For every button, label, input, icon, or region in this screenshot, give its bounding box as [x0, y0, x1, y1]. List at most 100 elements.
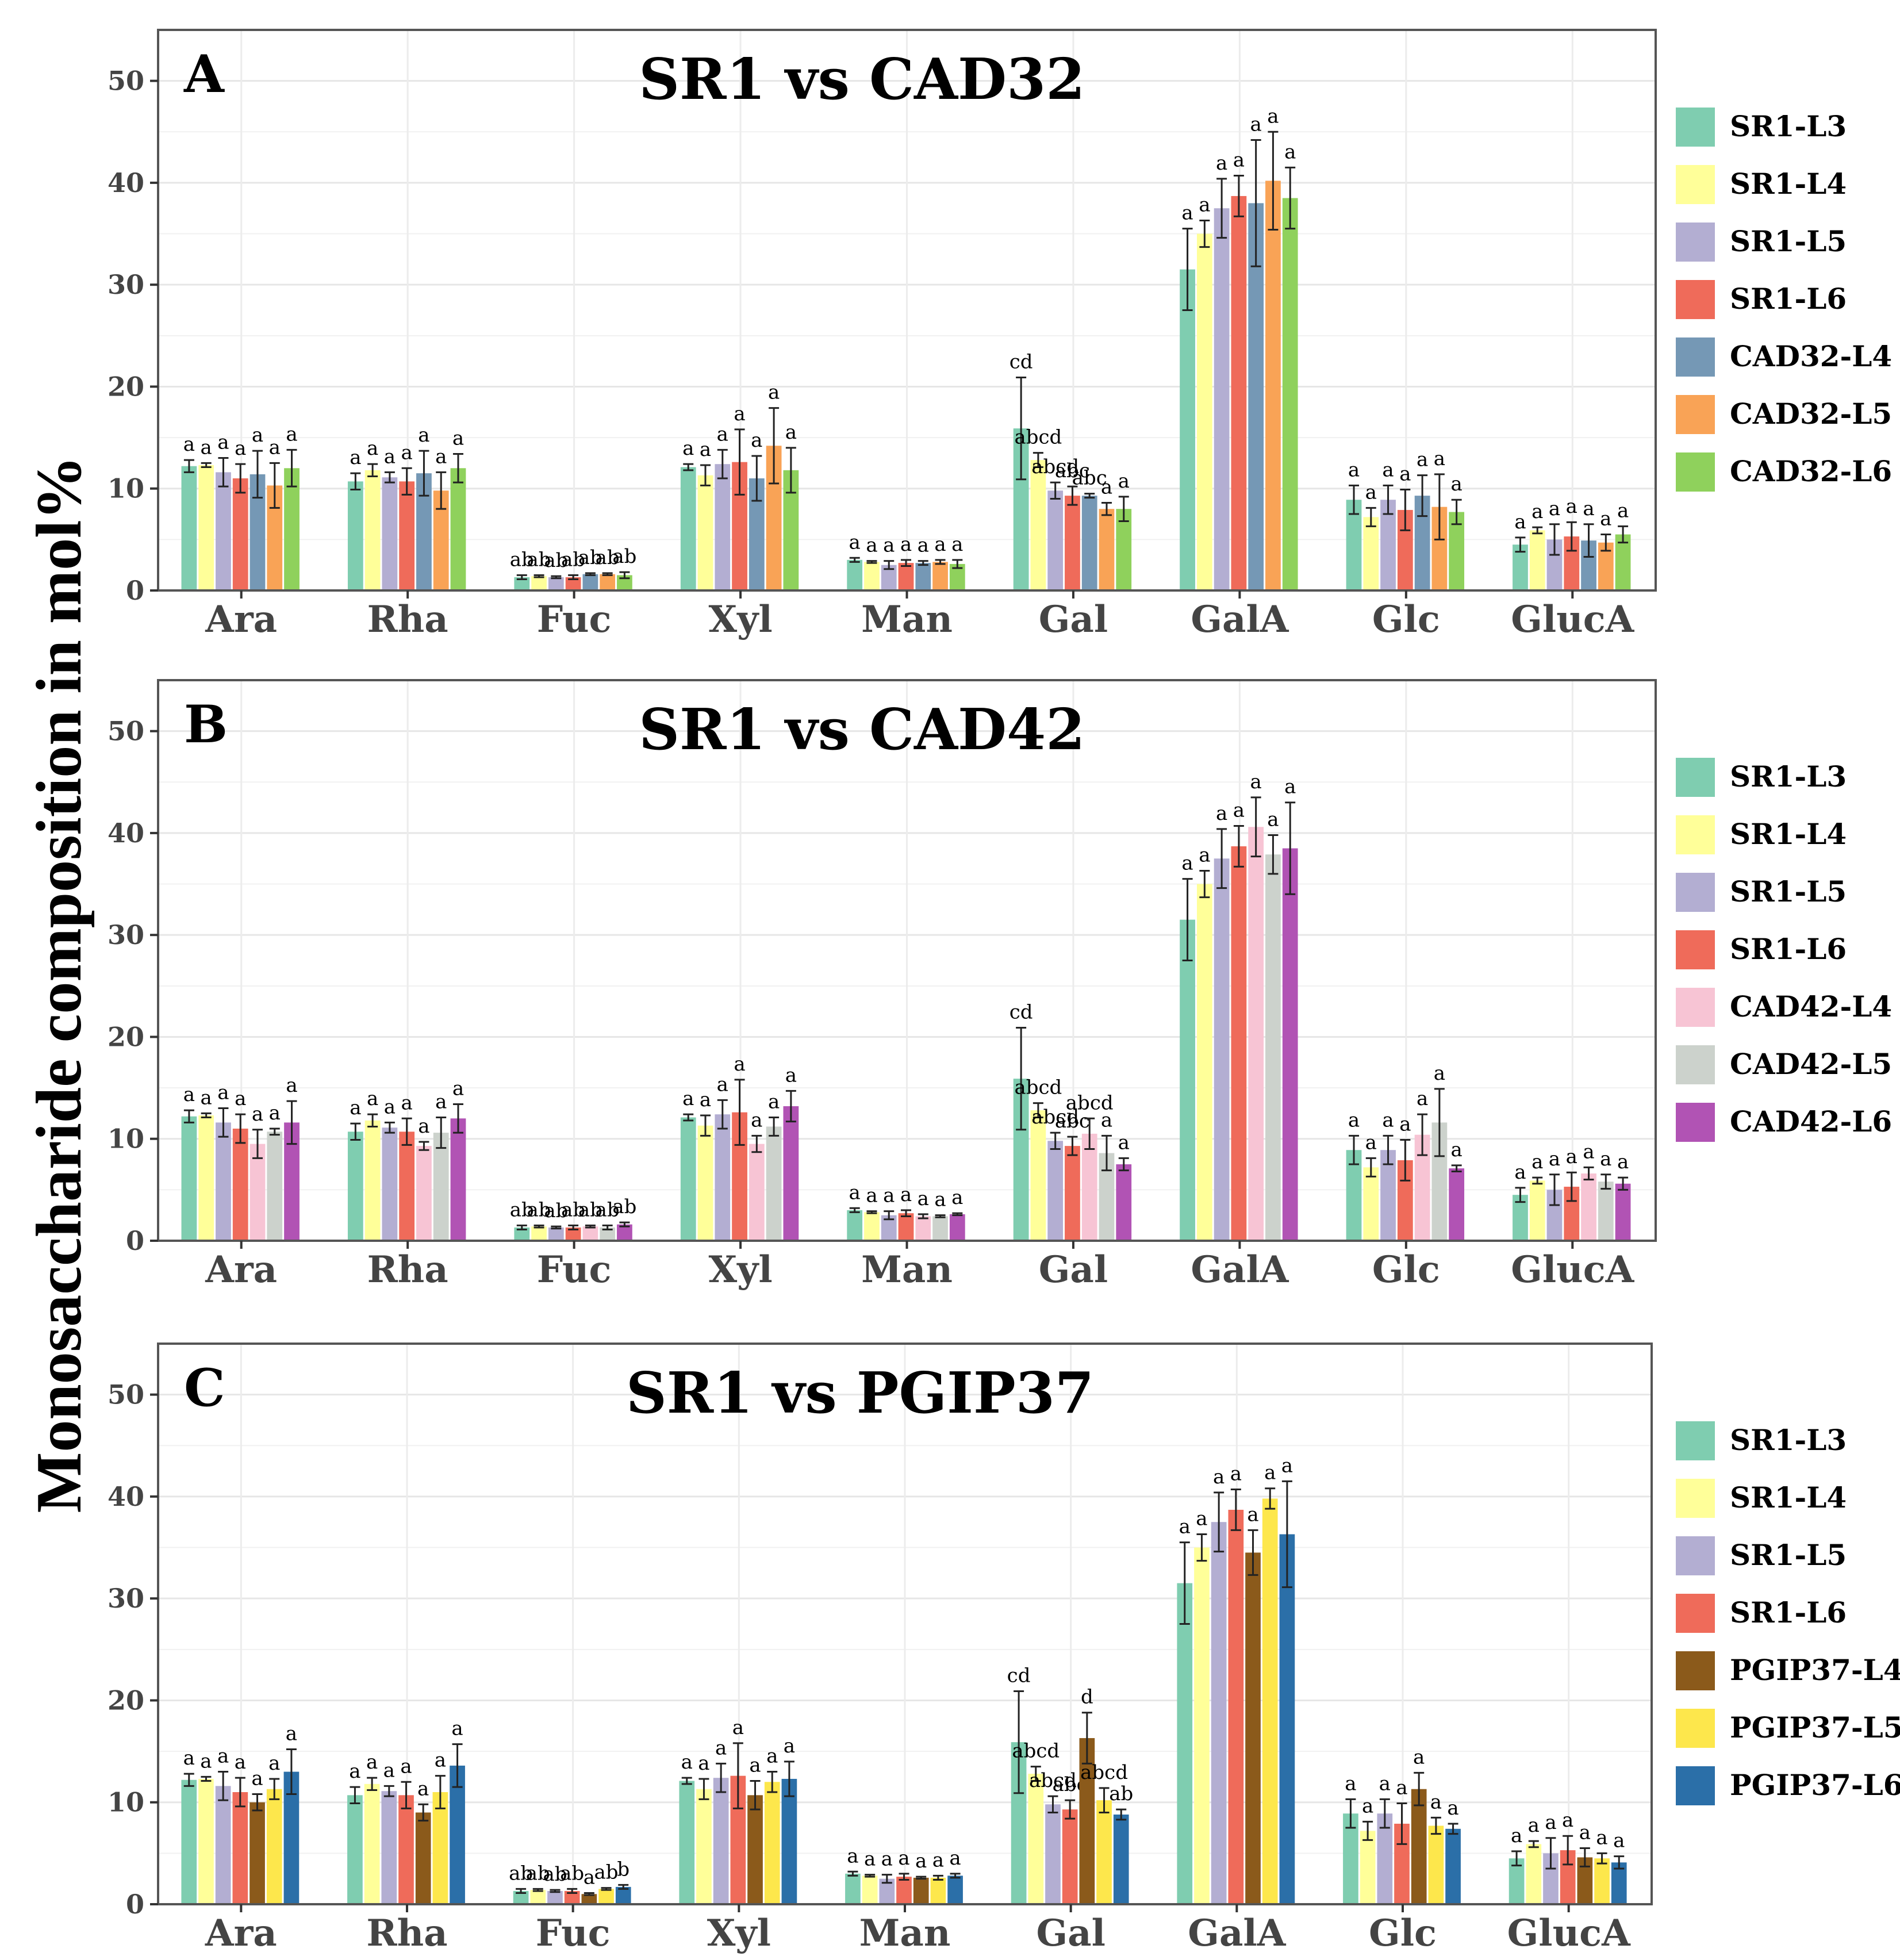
legend-swatch-SR1-L6 — [1676, 930, 1715, 969]
significance-letter: a — [1549, 1148, 1560, 1171]
legend-swatch-SR1-L5 — [1676, 223, 1715, 262]
legend-swatch-SR1-L4 — [1676, 815, 1715, 854]
significance-letter: a — [1583, 497, 1594, 520]
significance-letter: a — [1247, 1503, 1258, 1526]
significance-letter: a — [183, 433, 195, 456]
bar-SR1-L4-Gal — [1030, 460, 1046, 590]
bar-SR1-L3-Man — [845, 1873, 861, 1904]
legend-swatch-CAD32-L4 — [1676, 337, 1715, 377]
y-tick-label: 0 — [126, 1889, 144, 1920]
bar-CAD42-L6-Glc — [1449, 1168, 1465, 1241]
bar-PGIP37-L6-Xyl — [781, 1778, 797, 1904]
bar-SR1-L4-Xyl — [697, 475, 713, 590]
bar-CAD32-L5-Gal — [1099, 509, 1115, 590]
bar-SR1-L5-Fuc — [548, 1227, 564, 1241]
bar-SR1-L3-Fuc — [514, 577, 530, 590]
bar-CAD42-L5-Ara — [267, 1131, 283, 1241]
significance-letter: a — [350, 1096, 361, 1119]
significance-letter: a — [1216, 802, 1227, 825]
significance-letter: ab — [578, 1198, 602, 1221]
bar-SR1-L4-Glc — [1363, 517, 1379, 590]
significance-letter: a — [401, 1091, 413, 1114]
significance-letter: a — [1284, 140, 1296, 163]
bar-CAD42-L6-GlucA — [1615, 1183, 1631, 1241]
bar-CAD32-L4-Gal — [1081, 496, 1097, 590]
bar-SR1-L6-Gal — [1065, 1146, 1080, 1241]
bar-SR1-L5-GalA — [1214, 858, 1230, 1241]
significance-letter: a — [1250, 770, 1262, 793]
significance-letter: ab — [526, 1862, 550, 1885]
legend-swatch-SR1-L3 — [1676, 108, 1715, 147]
bar-SR1-L4-Ara — [198, 465, 214, 590]
legend-swatch-CAD32-L6 — [1676, 452, 1715, 492]
significance-letter: a — [350, 446, 361, 469]
bar-PGIP37-L5-Fuc — [598, 1889, 614, 1904]
bar-CAD32-L4-Man — [915, 563, 931, 590]
significance-letter: abcd — [1080, 1761, 1128, 1784]
significance-letter: ab — [561, 548, 585, 571]
bar-PGIP37-L5-Gal — [1096, 1800, 1112, 1904]
significance-letter: a — [1417, 1087, 1428, 1110]
significance-letter: a — [435, 445, 447, 468]
significance-letter: a — [235, 1087, 246, 1110]
panel-title: SR1 vs PGIP37 — [626, 1360, 1094, 1426]
y-axis-label: Monosaccharide composition in mol% — [24, 456, 95, 1513]
significance-letter: a — [768, 1091, 780, 1114]
significance-letter: a — [698, 1752, 709, 1775]
bar-SR1-L4-Gal — [1028, 1774, 1044, 1904]
significance-letter: ab — [510, 548, 534, 571]
legend: SR1-L3 SR1-L4 SR1-L5 SR1-L6 CAD42-L4 CAD42-L5… — [1676, 758, 1892, 1142]
y-tick-label: 10 — [108, 1787, 144, 1818]
significance-letter: abc — [1072, 467, 1107, 490]
bar-SR1-L6-Ara — [232, 478, 248, 590]
significance-letter: a — [1583, 1140, 1594, 1163]
significance-letter: a — [1399, 1113, 1411, 1136]
bar-CAD32-L5-GalA — [1265, 181, 1281, 590]
significance-letter: a — [1399, 463, 1411, 486]
bar-SR1-L6-Man — [898, 563, 914, 590]
significance-letter: a — [452, 1077, 464, 1100]
significance-letter: a — [269, 1102, 281, 1125]
significance-letter: a — [934, 533, 946, 556]
bar-CAD42-L5-Xyl — [766, 1126, 782, 1241]
y-tick-label: 20 — [108, 1021, 144, 1052]
significance-letter: ab — [527, 1198, 551, 1221]
significance-letter: a — [201, 1086, 212, 1109]
bar-PGIP37-L5-Glc — [1428, 1825, 1444, 1904]
significance-letter: a — [1514, 511, 1526, 534]
bar-SR1-L5-Ara — [216, 1122, 231, 1241]
significance-letter: ab — [561, 1198, 585, 1221]
significance-letter: a — [847, 1844, 858, 1867]
significance-letter: a — [401, 441, 413, 464]
significance-letter: a — [435, 1091, 447, 1114]
bar-CAD42-L5-Rha — [433, 1133, 449, 1241]
bar-SR1-L4-Man — [864, 562, 880, 590]
bar-CAD42-L5-Fuc — [600, 1227, 616, 1241]
significance-letter: a — [286, 1074, 297, 1097]
significance-letter: a — [768, 381, 780, 404]
bar-SR1-L4-Rha — [364, 1120, 381, 1241]
significance-letter: a — [252, 1103, 263, 1126]
bar-SR1-L6-Fuc — [565, 577, 581, 590]
significance-letter: a — [749, 1754, 761, 1777]
legend-label-SR1-L5: SR1-L5 — [1730, 224, 1847, 258]
significance-letter: ab — [578, 546, 602, 569]
significance-letter: a — [366, 1751, 378, 1774]
bar-PGIP37-L6-Glc — [1445, 1828, 1461, 1904]
significance-letter: a — [400, 1755, 412, 1778]
significance-letter: a — [1382, 458, 1394, 481]
bar-PGIP37-L4-Glc — [1411, 1789, 1427, 1904]
bar-SR1-L4-Fuc — [531, 1226, 547, 1241]
bar-SR1-L3-Ara — [181, 466, 197, 590]
legend-swatch-PGIP37-L4 — [1676, 1651, 1715, 1690]
bar-SR1-L5-Rha — [382, 477, 398, 590]
y-tick-label: 40 — [108, 167, 144, 198]
significance-letter: abcd — [1031, 1106, 1079, 1129]
